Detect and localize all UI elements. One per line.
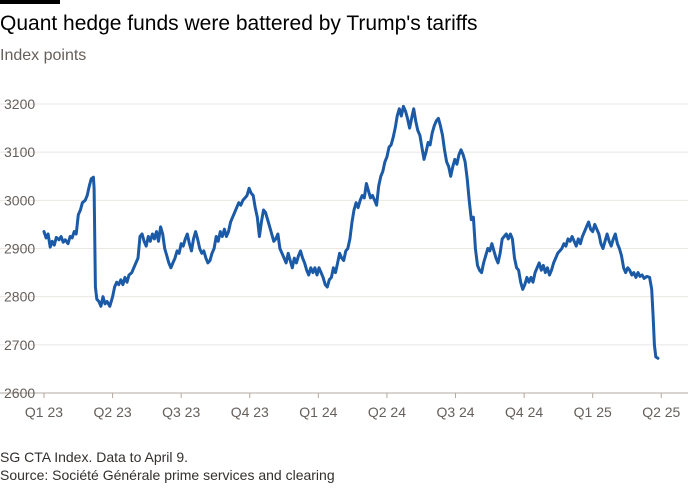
- y-tick-label: 2800: [4, 289, 35, 305]
- y-tick-label: 2700: [4, 337, 35, 353]
- y-axis-ticks: 2600 2700 2800 2900 3000 3100 3200: [4, 96, 35, 401]
- x-tick-label: Q3 23: [162, 404, 200, 420]
- x-tick-label: Q3 24: [436, 404, 474, 420]
- x-tick-label: Q4 23: [231, 404, 269, 420]
- y-tick-label: 2900: [4, 241, 35, 257]
- y-tick-label: 3100: [4, 144, 35, 160]
- y-tick-label: 3000: [4, 192, 35, 208]
- x-tick-label: Q2 25: [642, 404, 680, 420]
- x-tick-label: Q1 24: [299, 404, 337, 420]
- x-tick-label: Q2 23: [94, 404, 132, 420]
- chart-title: Quant hedge funds were battered by Trump…: [0, 12, 478, 35]
- series-layer: [42, 104, 660, 360]
- x-tick-label: Q1 25: [574, 404, 612, 420]
- brand-bar: [0, 0, 60, 4]
- chart-subtitle: Index points: [0, 47, 87, 64]
- grid-lines: [0, 103, 688, 394]
- chart-footer: SG CTA Index. Data to April 9. Source: S…: [0, 448, 335, 484]
- series-line: [42, 104, 660, 360]
- y-tick-label: 2600: [4, 385, 35, 401]
- chart-footnote: SG CTA Index. Data to April 9.: [0, 449, 189, 465]
- x-tick-label: Q2 24: [368, 404, 406, 420]
- x-tick-label: Q1 23: [25, 404, 63, 420]
- x-axis-ticks: Q1 23 Q2 23 Q3 23 Q4 23 Q1 24 Q2 24 Q3 24 Q4 24…: [25, 393, 681, 420]
- y-tick-label: 3200: [4, 96, 35, 112]
- x-tick-label: Q4 24: [505, 404, 543, 420]
- chart-source: Source: Société Générale prime services …: [0, 467, 335, 483]
